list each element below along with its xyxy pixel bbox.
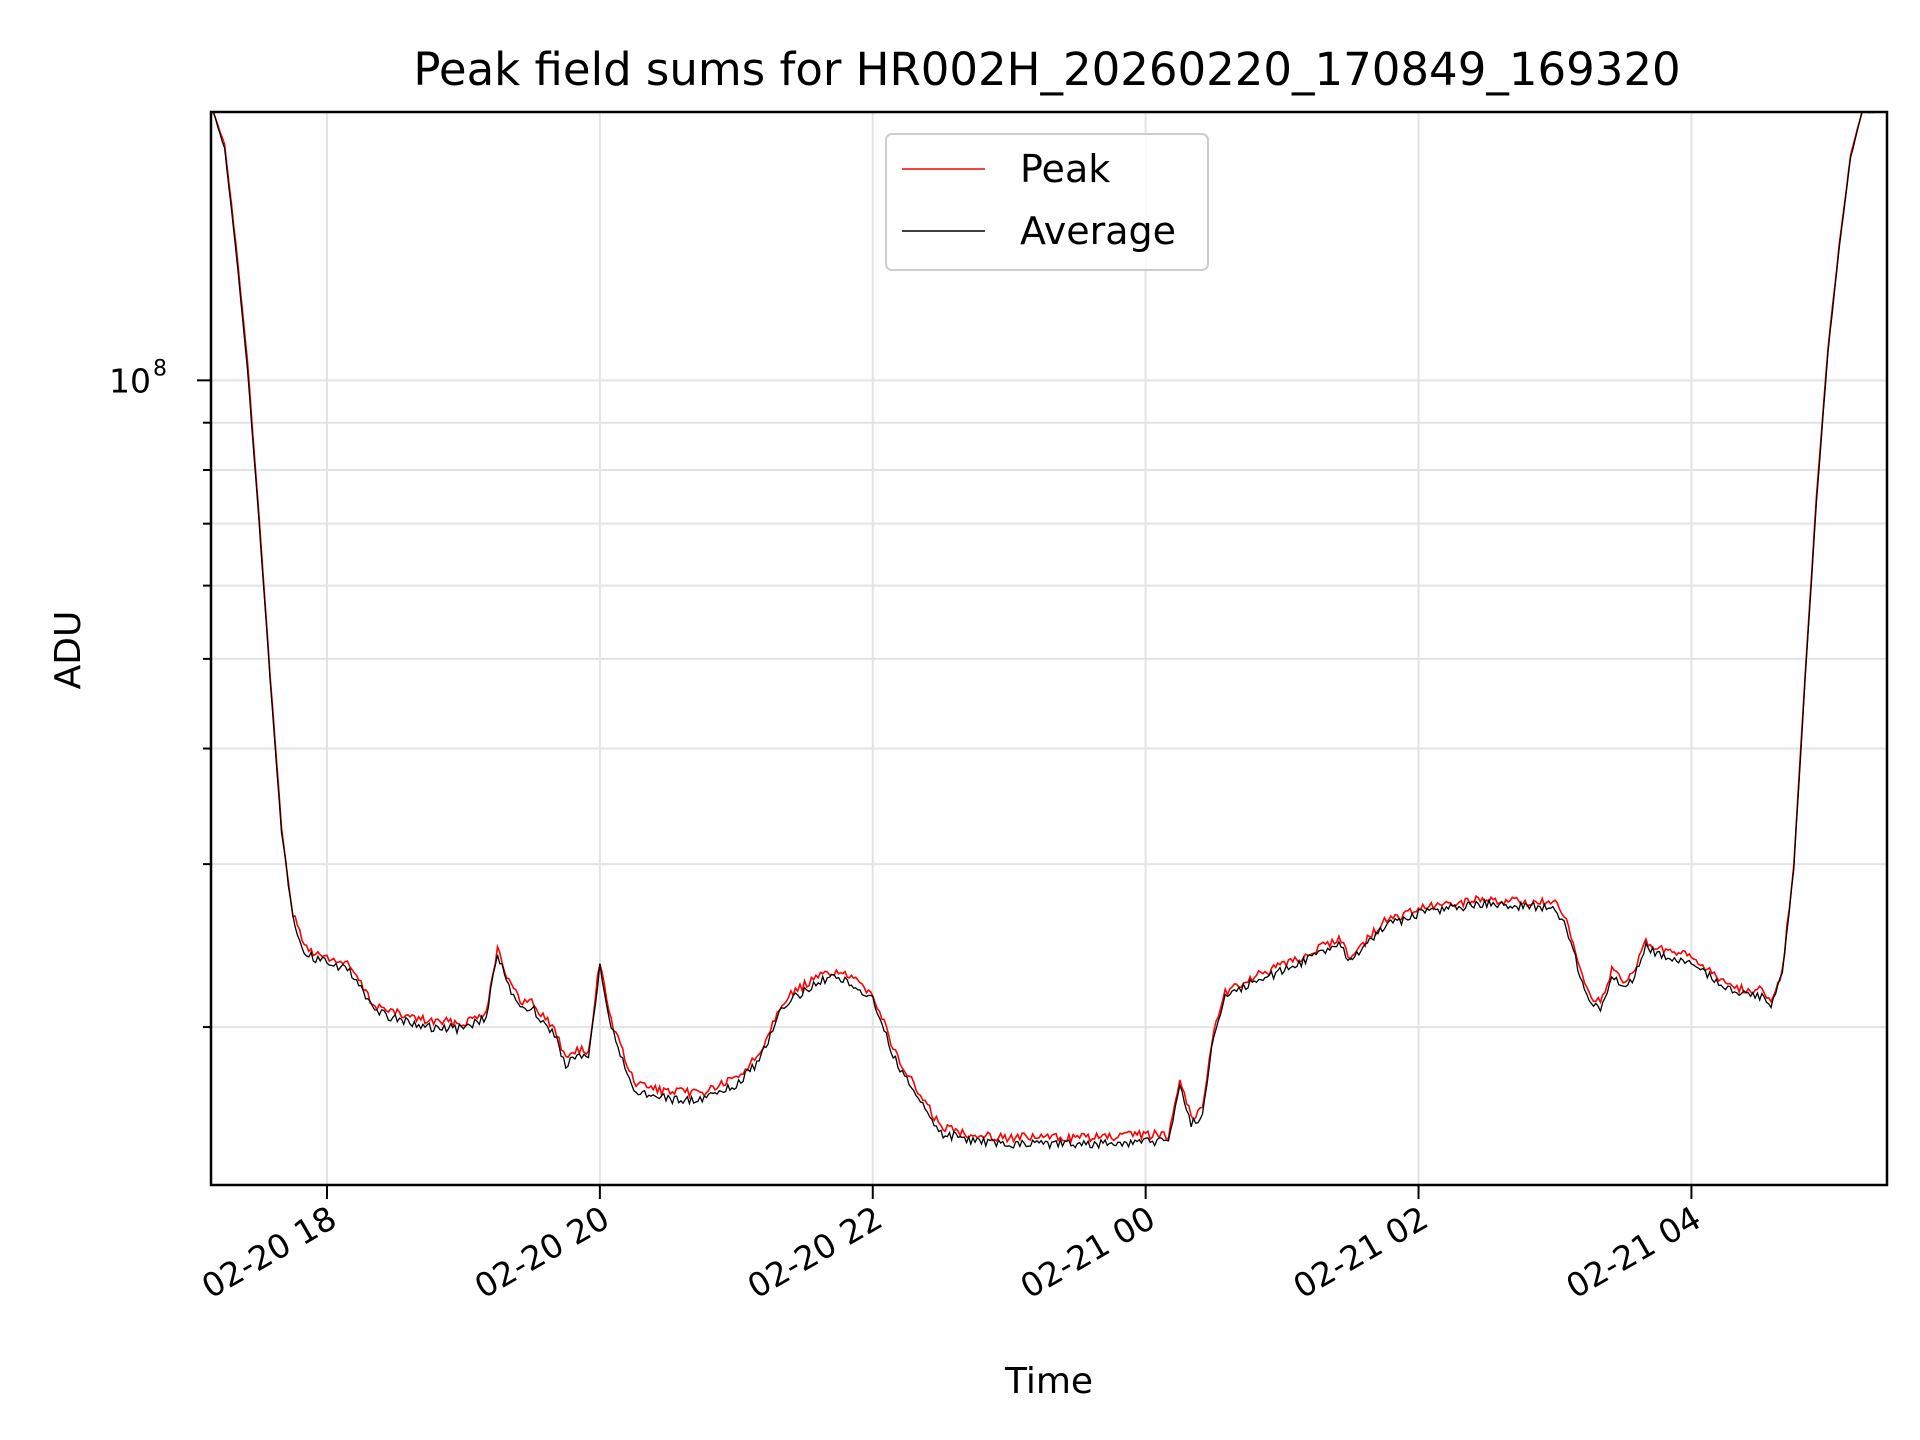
legend: Peak Average [885,133,1209,271]
legend-label-peak: Peak [1020,147,1110,191]
chart-title: Peak field sums for HR002H_20260220_1708… [413,43,1680,96]
legend-label-average: Average [1020,209,1176,253]
x-axis-label: Time [1004,1361,1093,1402]
y-tick-label-exponent: 8 [153,356,167,381]
legend-box [885,133,1209,271]
y-axis-label: ADU [48,611,89,690]
grid-lines [211,112,1887,1185]
plot-frame [209,110,1889,1187]
y-tick-label: 10 [109,361,151,400]
series-layer [212,112,1885,1151]
plot-area [212,112,1885,1151]
series-line-average [212,112,1885,1151]
